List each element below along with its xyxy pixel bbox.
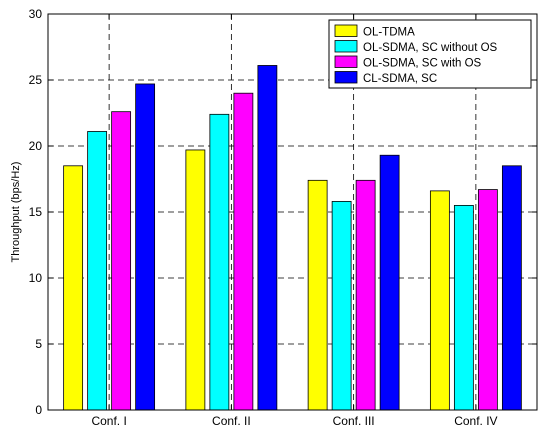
legend-entry: OL-SDMA, SC without OS bbox=[363, 42, 498, 54]
bar-cl-sdma-sc-4 bbox=[501, 165, 522, 411]
y-axis-ticks: 0 5 10 15 20 25 30 bbox=[29, 7, 537, 417]
y-axis-label: Throughput (bps/Hz) bbox=[10, 162, 22, 263]
bar-ol-sdma-sc-without-os-3 bbox=[331, 201, 352, 411]
bar-cl-sdma-sc-2 bbox=[257, 65, 278, 411]
y-tick-label: 15 bbox=[29, 205, 43, 219]
legend-swatch bbox=[334, 55, 358, 68]
legend-swatch bbox=[334, 24, 358, 37]
x-tick-label: Conf. I bbox=[91, 414, 126, 428]
y-tick-label: 5 bbox=[35, 337, 42, 351]
bars-layer bbox=[63, 65, 522, 411]
bar-ol-sdma-sc-with-os-1 bbox=[111, 111, 132, 411]
bar-ol-sdma-sc-with-os-2 bbox=[233, 92, 254, 411]
bar-ol-tdma-1 bbox=[63, 165, 84, 411]
bar-ol-sdma-sc-with-os-3 bbox=[355, 179, 376, 411]
bar-ol-tdma-2 bbox=[185, 149, 206, 411]
bar-ol-tdma-3 bbox=[307, 179, 328, 411]
bar-ol-sdma-sc-without-os-1 bbox=[87, 131, 108, 411]
x-tick-label: Conf. III bbox=[333, 414, 375, 428]
legend-swatch bbox=[334, 71, 358, 84]
bar-ol-tdma-4 bbox=[429, 190, 450, 411]
y-tick-label: 10 bbox=[29, 271, 43, 285]
legend-swatch bbox=[334, 40, 358, 53]
x-tick-label: Conf. II bbox=[212, 414, 251, 428]
y-tick-label: 25 bbox=[29, 73, 43, 87]
legend[interactable]: OL-TDMA OL-SDMA, SC without OS OL-SDMA, SC… bbox=[328, 19, 532, 89]
y-tick-label: 20 bbox=[29, 139, 43, 153]
y-tick-label: 30 bbox=[29, 7, 43, 21]
legend-box bbox=[328, 19, 532, 89]
bar-ol-sdma-sc-without-os-4 bbox=[453, 204, 474, 411]
legend-entry: OL-SDMA, SC with OS bbox=[363, 58, 482, 70]
bar-cl-sdma-sc-3 bbox=[379, 154, 400, 411]
y-tick-label: 0 bbox=[35, 403, 42, 417]
bar-ol-sdma-sc-without-os-2 bbox=[209, 113, 230, 411]
bar-cl-sdma-sc-1 bbox=[135, 83, 156, 411]
bar-ol-sdma-sc-with-os-4 bbox=[477, 189, 498, 411]
x-axis-ticks: Conf. I Conf. II Conf. III Conf. IV bbox=[91, 14, 498, 428]
x-tick-label: Conf. IV bbox=[454, 414, 497, 428]
legend-entry: OL-TDMA bbox=[363, 27, 415, 39]
legend-entry: CL-SDMA, SC bbox=[363, 73, 437, 85]
